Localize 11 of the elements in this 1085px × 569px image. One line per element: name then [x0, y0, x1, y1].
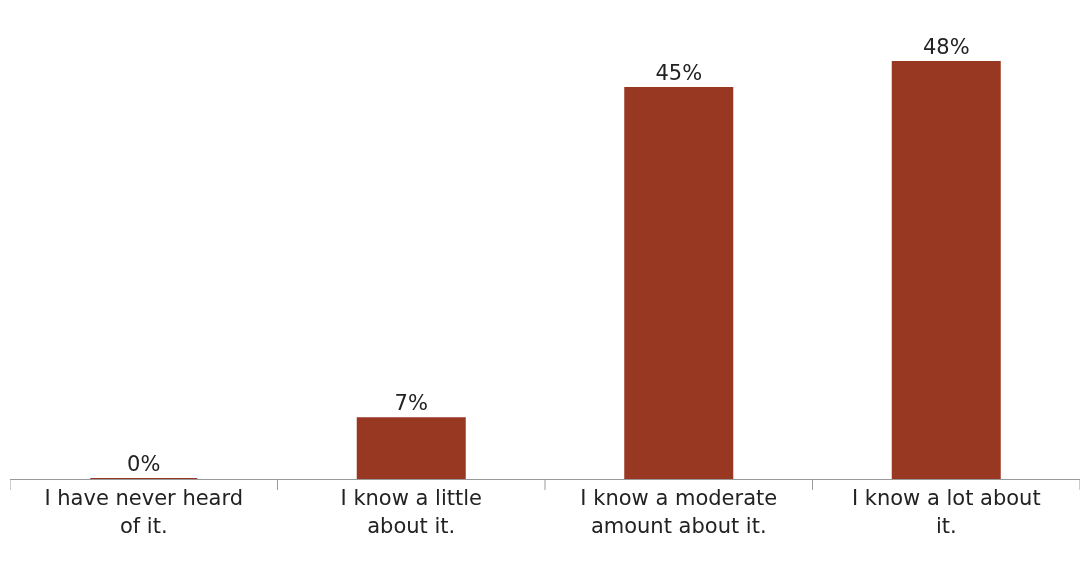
bar	[356, 417, 466, 479]
bar	[891, 60, 1001, 479]
x-tick-label: I know a little about it.	[340, 486, 482, 538]
x-tick-label: I have never heard of it.	[44, 486, 244, 538]
data-label: 48%	[922, 34, 970, 59]
bar	[624, 87, 734, 479]
data-label: 0%	[127, 452, 161, 476]
x-tick-label: I know a lot about it.	[851, 486, 1041, 538]
data-label: 45%	[655, 61, 703, 86]
x-tick-label: I know a moderate amount about it.	[580, 486, 778, 538]
data-label: 7%	[394, 391, 428, 416]
